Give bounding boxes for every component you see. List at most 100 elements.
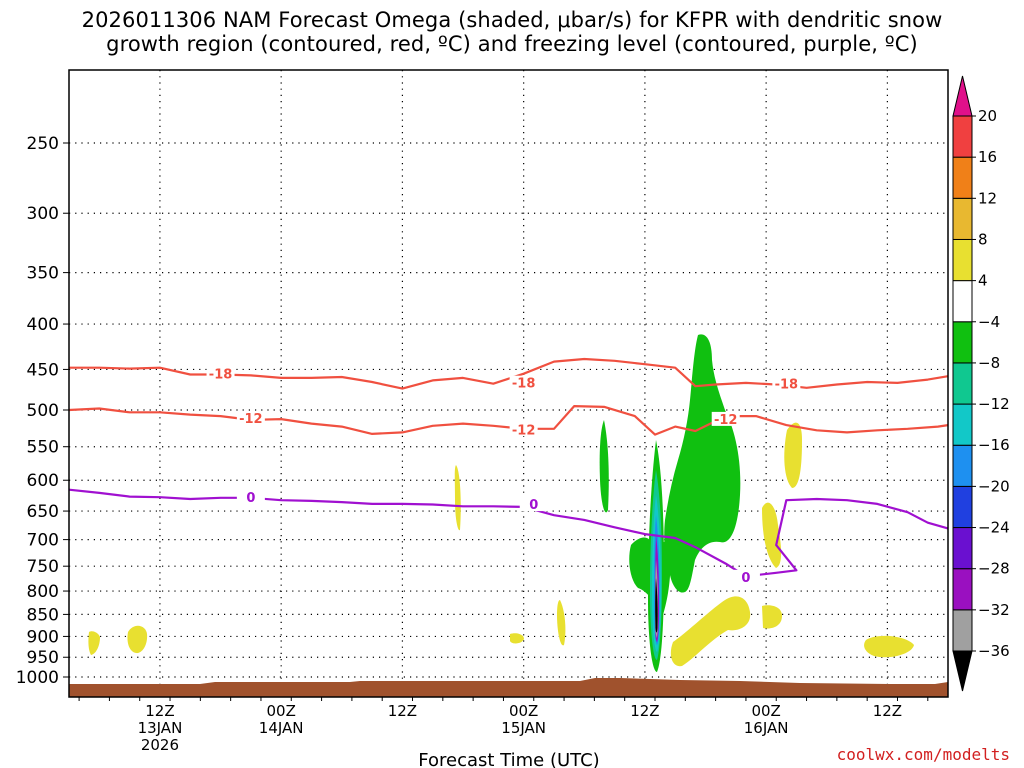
colorbar-label: 4 xyxy=(978,272,988,290)
colorbar-swatch xyxy=(952,280,973,323)
omega-area-yellow xyxy=(510,633,524,644)
x-tick-label: 2026 xyxy=(141,736,179,754)
y-tick-label: 500 xyxy=(27,401,59,421)
contour-label: -12 xyxy=(239,412,263,427)
colorbar-arrow-min xyxy=(952,650,973,692)
y-tick-label: 900 xyxy=(27,627,59,647)
omega-shading xyxy=(88,334,914,672)
y-tick-label: 300 xyxy=(27,204,59,224)
contour-label: 0 xyxy=(246,491,255,506)
colorbar-label: −20 xyxy=(978,477,1010,495)
y-tick-label: 400 xyxy=(27,315,59,335)
colorbar-label: −12 xyxy=(978,395,1010,413)
contour-label: 0 xyxy=(741,571,750,586)
contour-label-bg xyxy=(509,375,538,390)
y-tick-label: 650 xyxy=(27,502,59,522)
omega-area-yellow xyxy=(127,625,148,654)
colorbar: −36 −32 −28 −24 −20 −16 −12 −8 −4 4 8 12 16 20 xyxy=(952,75,1010,692)
plot-background xyxy=(69,70,948,697)
colorbar-label: −28 xyxy=(978,560,1010,578)
omega-area-green xyxy=(664,334,741,593)
colorbar-swatch xyxy=(952,238,973,282)
y-tick-label: 750 xyxy=(27,557,59,577)
colorbar-label: −8 xyxy=(978,354,1000,372)
chart-title-line-2: growth region (contoured, red, ºC) and f… xyxy=(106,32,918,56)
y-tick-label: 250 xyxy=(27,134,59,154)
contour-label: -12 xyxy=(714,413,738,428)
contour-label: -18 xyxy=(209,368,233,383)
y-tick-label: 950 xyxy=(27,648,59,668)
omega-area-yellow xyxy=(88,631,100,655)
contour-label-bg xyxy=(509,422,538,437)
colorbar-label: 12 xyxy=(978,189,997,207)
colorbar-swatch xyxy=(952,115,973,158)
x-tick-label: 15JAN xyxy=(501,719,546,737)
contour-label: 0 xyxy=(529,498,538,513)
colorbar-swatch xyxy=(952,609,973,652)
contour-label-bg xyxy=(206,366,235,381)
colorbar-swatch xyxy=(952,568,973,611)
y-tick-label: 800 xyxy=(27,582,59,602)
x-tick-label: 13JAN xyxy=(138,719,183,737)
omega-core-black xyxy=(655,578,658,633)
x-tick-label: 16JAN xyxy=(744,719,789,737)
omega-area-yellow xyxy=(864,635,914,658)
y-tick-label: 600 xyxy=(27,471,59,491)
ground-surface xyxy=(69,678,948,697)
contour-label: -12 xyxy=(512,423,536,438)
contour-label-bg xyxy=(772,376,801,391)
colorbar-arrow-max xyxy=(952,75,973,117)
x-tick-label: 12Z xyxy=(145,702,174,720)
watermark: coolwx.com/modelts xyxy=(836,745,1010,764)
contour-label-bg xyxy=(731,569,760,584)
colorbar-label: −16 xyxy=(978,436,1010,454)
omega-area-yellow xyxy=(762,605,782,629)
omega-area-yellow xyxy=(762,502,782,568)
omega-area-yellow xyxy=(670,596,751,667)
contour-label-bg xyxy=(236,411,265,426)
colorbar-swatch xyxy=(952,362,973,405)
chart-title-line-1: 2026011306 NAM Forecast Omega (shaded, μ… xyxy=(81,8,943,32)
x-tick-label: 12Z xyxy=(630,702,659,720)
colorbar-swatch xyxy=(952,444,973,487)
y-tick-label: 550 xyxy=(27,438,59,458)
omega-area-green xyxy=(599,420,609,513)
x-tick-label: 12Z xyxy=(388,702,417,720)
contour-label-bg xyxy=(519,497,548,512)
colorbar-swatch xyxy=(952,527,973,570)
colorbar-swatch xyxy=(952,321,973,364)
contour-label-bg xyxy=(711,411,740,426)
x-tick-label: 00Z xyxy=(509,702,538,720)
gridlines xyxy=(69,70,948,697)
x-tick-label: 12Z xyxy=(873,702,902,720)
y-tick-label: 1000 xyxy=(16,668,59,688)
contour-labels: -18 -18 -18 -12 -12 -12 0 0 0 xyxy=(206,366,801,586)
contour-label-bg xyxy=(236,489,265,504)
omega-area-yellow xyxy=(557,600,566,646)
x-tick-label: 00Z xyxy=(266,702,295,720)
x-axis-title: Forecast Time (UTC) xyxy=(418,750,599,768)
omega-area-yellow xyxy=(454,465,461,531)
omega-area-yellow xyxy=(784,422,802,488)
contour-label: -18 xyxy=(775,378,799,393)
colorbar-swatch xyxy=(952,197,973,240)
y-tick-label: 700 xyxy=(27,531,59,551)
colorbar-label: 16 xyxy=(978,148,997,166)
colorbar-label: −4 xyxy=(978,313,1000,331)
contour-line xyxy=(68,405,949,436)
colorbar-label: 20 xyxy=(978,107,997,125)
colorbar-label: −36 xyxy=(978,642,1010,660)
y-tick-label: 850 xyxy=(27,605,59,625)
colorbar-label: 8 xyxy=(978,230,988,248)
contour-label: -18 xyxy=(512,377,536,392)
colorbar-label: −32 xyxy=(978,601,1010,619)
colorbar-swatch xyxy=(952,156,973,199)
y-tick-label: 350 xyxy=(27,264,59,284)
x-tick-label: 14JAN xyxy=(259,719,304,737)
colorbar-swatch xyxy=(952,403,973,446)
x-tick-label: 00Z xyxy=(751,702,780,720)
colorbar-label: −24 xyxy=(978,519,1010,537)
colorbar-swatch xyxy=(952,485,973,529)
